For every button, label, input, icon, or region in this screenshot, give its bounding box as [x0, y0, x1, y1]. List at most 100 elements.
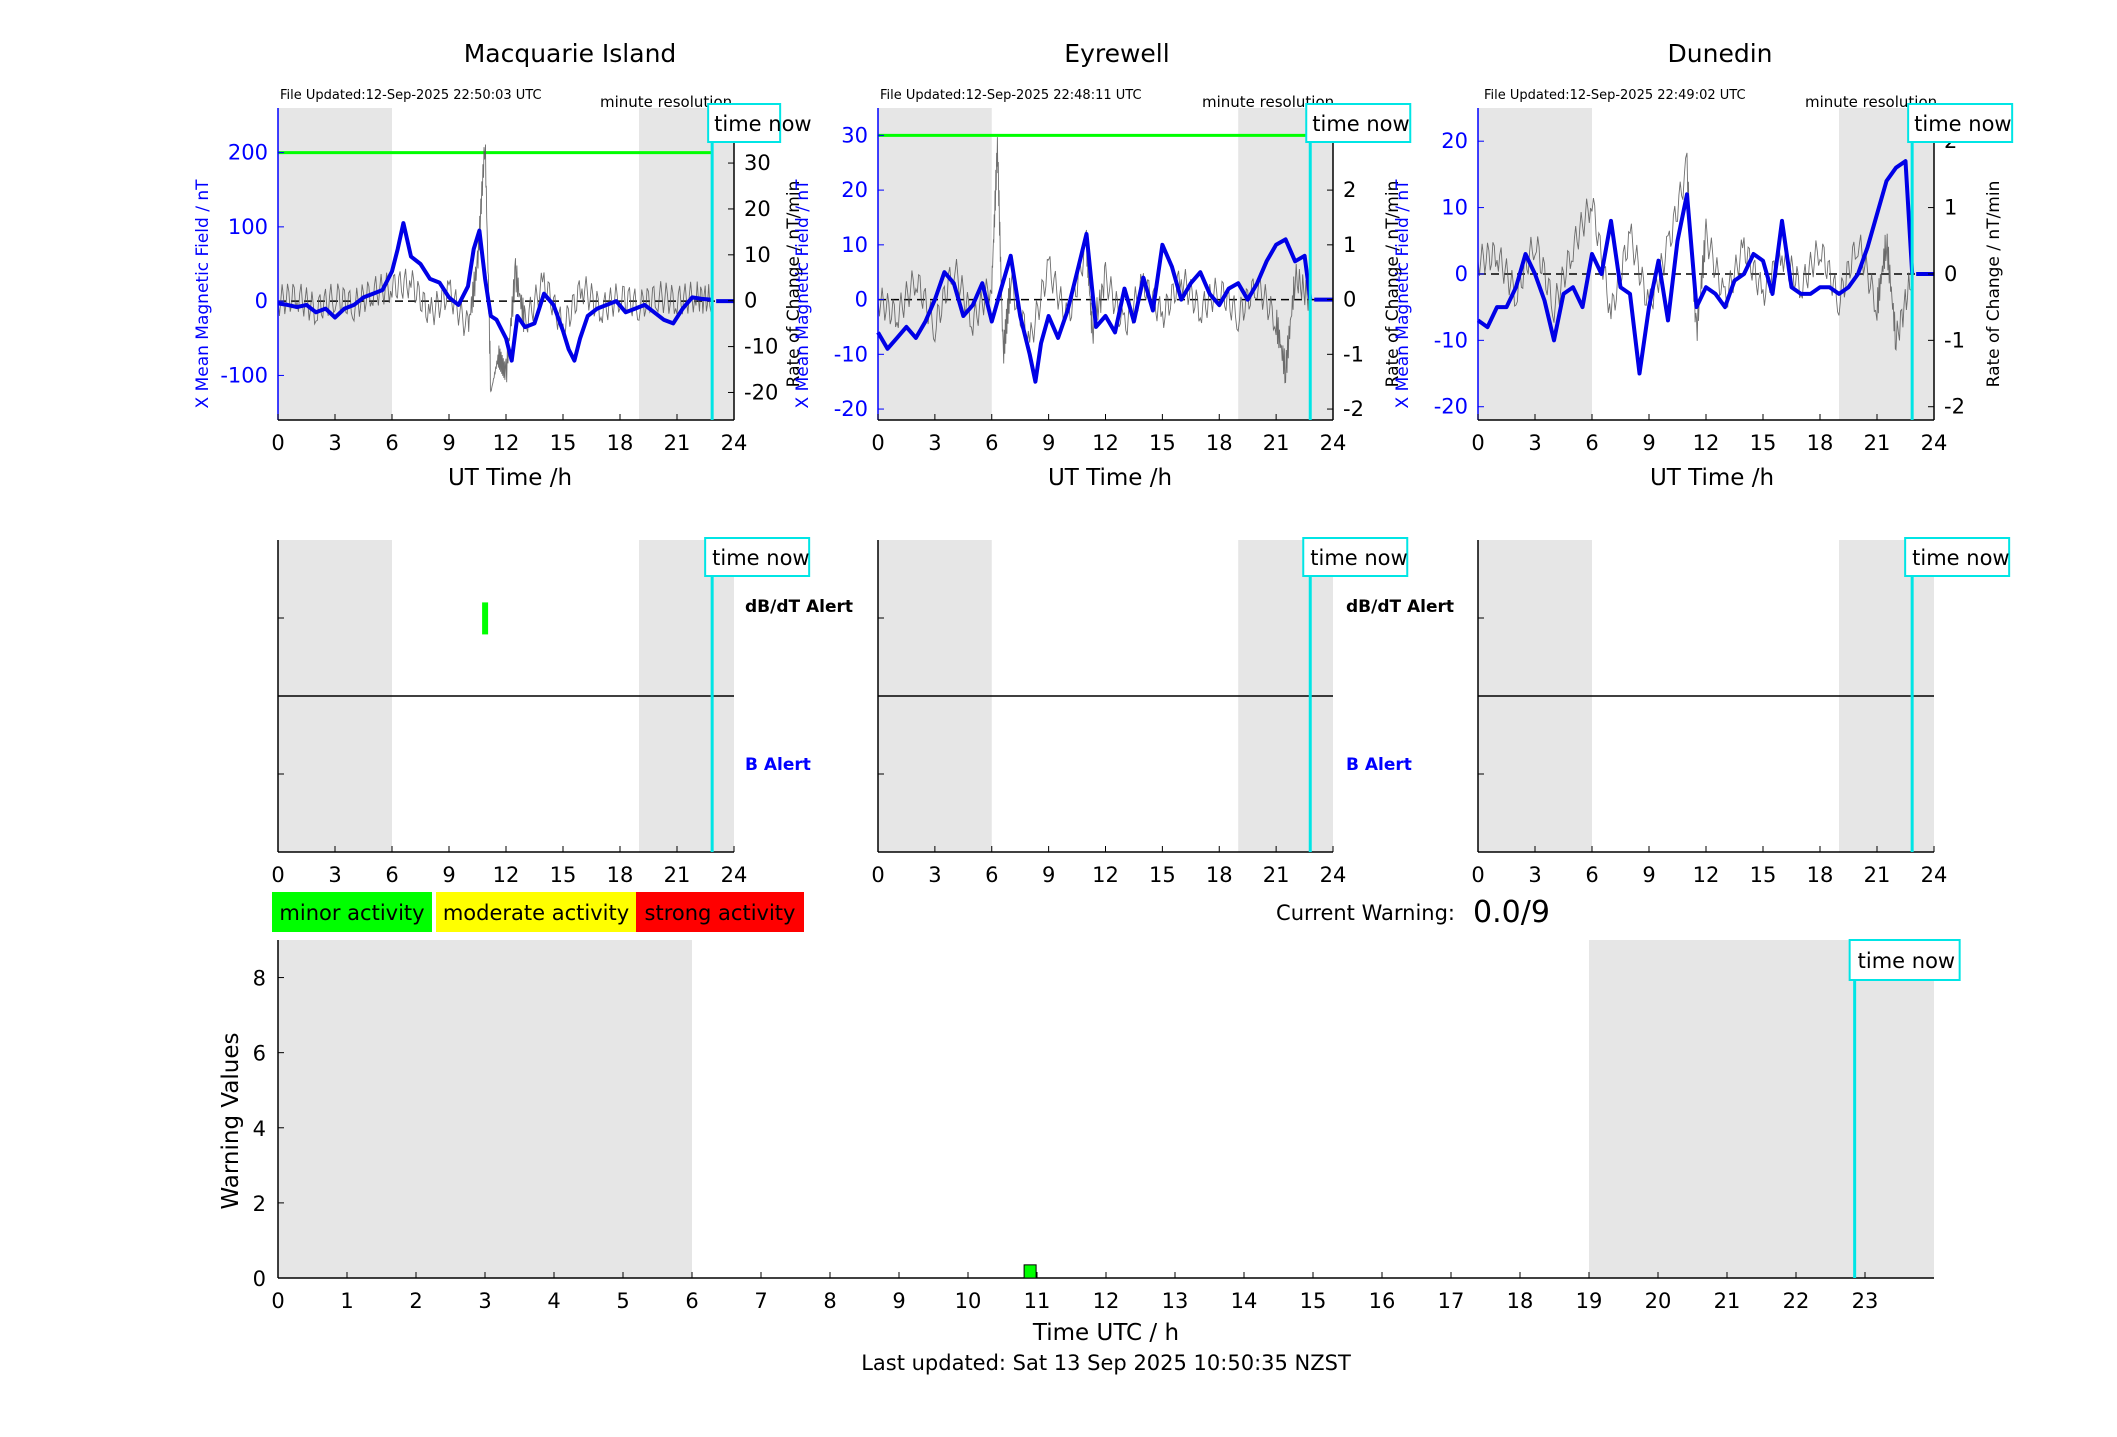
x-tick-label: 24 — [721, 431, 748, 455]
y-tick-label-left: 20 — [841, 178, 868, 202]
last-updated-footer: Last updated: Sat 13 Sep 2025 10:50:35 N… — [861, 1351, 1351, 1375]
x-tick-label: 10 — [955, 1289, 982, 1313]
x-tick-label: 13 — [1162, 1289, 1189, 1313]
y-tick-label-right: -2 — [1343, 397, 1364, 421]
x-tick-label: 20 — [1645, 1289, 1672, 1313]
x-tick-label: 3 — [328, 431, 341, 455]
y-tick-label-left: -10 — [1434, 328, 1468, 352]
time-now-label: time now — [1310, 546, 1407, 570]
x-axis-label: UT Time /h — [1048, 465, 1172, 491]
y-tick-label-right: 10 — [744, 243, 771, 267]
x-tick-label: 24 — [1320, 431, 1347, 455]
x-tick-label: 3 — [1528, 863, 1541, 887]
night-shade-band — [1839, 108, 1934, 420]
time-now-box — [707, 103, 782, 143]
x-tick-label: 21 — [1864, 431, 1891, 455]
y-tick-label-left: 0 — [255, 289, 268, 313]
file-updated-text: File Updated:12-Sep-2025 22:50:03 UTC — [280, 88, 542, 103]
y-axis-label-left: X Mean Magnetic Field / nT — [793, 179, 813, 409]
y-axis-label-right: Rate of Change / nT/min — [1984, 181, 2004, 388]
rate-of-change-series — [277, 144, 712, 393]
resolution-text: minute resolution — [1202, 93, 1334, 111]
time-now-box — [1848, 939, 1961, 981]
legend-strong-swatch — [636, 892, 804, 932]
y-tick-label-right: 30 — [744, 151, 771, 175]
x-tick-label: 15 — [1750, 431, 1777, 455]
alert-panel-dunedin: 0 3 6 9 12 15 18 21 24 time now — [1471, 537, 2011, 887]
x-tick-label: 6 — [985, 431, 998, 455]
y-tick-label-left: 100 — [228, 215, 268, 239]
x-tick-label: 6 — [385, 863, 398, 887]
station-title: Eyrewell — [1064, 39, 1169, 68]
y-tick-label-right: 1 — [1944, 196, 1957, 220]
x-tick-label: 5 — [616, 1289, 629, 1313]
x-tick-label: 12 — [493, 863, 520, 887]
alert-plot-area: 0 3 6 9 12 15 18 21 24 — [271, 540, 747, 887]
time-now-box — [1907, 103, 2014, 143]
resolution-text: minute resolution — [600, 93, 732, 111]
x-tick-label: 16 — [1369, 1289, 1396, 1313]
time-now-label: time now — [712, 546, 809, 570]
x-tick-label: 23 — [1852, 1289, 1879, 1313]
station-title: Macquarie Island — [464, 39, 677, 68]
x-tick-label: 21 — [664, 431, 691, 455]
x-tick-label: 9 — [1642, 863, 1655, 887]
x-tick-label: 12 — [1093, 1289, 1120, 1313]
b-alert-label: B Alert — [1346, 755, 1412, 775]
alert-panel-macquarie: 0 3 6 9 12 15 18 21 24 dB/dT Alert B Alert time … — [271, 537, 853, 887]
x-axis-label: UT Time /h — [448, 465, 572, 491]
x-tick-label: 15 — [1300, 1289, 1327, 1313]
y-tick-label-left: 10 — [841, 233, 868, 257]
x-tick-label: 3 — [928, 863, 941, 887]
x-tick-label: 18 — [1206, 431, 1233, 455]
y-tick-label-right: 1 — [1343, 233, 1356, 257]
y-tick-label-right: -20 — [744, 380, 778, 404]
x-tick-label: 0 — [271, 1289, 284, 1313]
warning-bar — [1023, 1264, 1037, 1279]
x-tick-label: 9 — [1042, 863, 1055, 887]
x-tick-label: 4 — [547, 1289, 560, 1313]
time-now-marker: time now — [1302, 537, 1409, 577]
x-tick-label: 18 — [1206, 863, 1233, 887]
x-tick-label: 15 — [1750, 863, 1777, 887]
time-now-box — [704, 537, 811, 577]
x-axis-label: UT Time /h — [1650, 465, 1774, 491]
b-alert-label: B Alert — [745, 755, 811, 775]
x-tick-label: 15 — [550, 431, 577, 455]
y-tick-label-left: 200 — [228, 141, 268, 165]
x-tick-label: 24 — [1921, 863, 1948, 887]
y-tick-label-left: 0 — [1455, 262, 1468, 286]
x-tick-label: 22 — [1783, 1289, 1810, 1313]
x-tick-label: 24 — [1320, 863, 1347, 887]
x-tick-label: 3 — [328, 863, 341, 887]
x-tick-label: 18 — [607, 431, 634, 455]
time-now-marker: time now — [1907, 103, 2014, 143]
x-tick-label: 21 — [664, 863, 691, 887]
magnetic-field-series — [277, 221, 713, 363]
y-axis-label-left: X Mean Magnetic Field / nT — [193, 179, 213, 409]
y-axis-label-right: Rate of Change / nT/min — [1383, 181, 1403, 388]
x-tick-label: 12 — [1092, 863, 1119, 887]
x-tick-label: 12 — [1693, 431, 1720, 455]
alert-plot-area: 0 3 6 9 12 15 18 21 24 — [1471, 540, 1947, 887]
time-now-box — [1305, 103, 1412, 143]
time-now-label: time now — [1312, 112, 1409, 136]
y-axis-label-right: Rate of Change / nT/min — [784, 181, 804, 388]
x-tick-label: 9 — [892, 1289, 905, 1313]
station-chart-macquarie: Macquarie Island File Updated:12-Sep-202… — [193, 39, 812, 491]
x-tick-label: 18 — [607, 863, 634, 887]
time-now-marker: time now — [707, 103, 812, 143]
y-tick-label-left: -100 — [220, 363, 268, 387]
time-now-marker: time now — [1305, 103, 1412, 143]
x-tick-label: 12 — [493, 431, 520, 455]
y-tick-label-right: -10 — [744, 335, 778, 359]
x-tick-label: 6 — [985, 863, 998, 887]
x-tick-label: 24 — [1921, 431, 1948, 455]
x-tick-label: 12 — [1092, 431, 1119, 455]
station-chart-dunedin: Dunedin File Updated:12-Sep-2025 22:49:0… — [1393, 39, 2014, 491]
x-tick-label: 6 — [1585, 431, 1598, 455]
time-now-box — [1302, 537, 1409, 577]
